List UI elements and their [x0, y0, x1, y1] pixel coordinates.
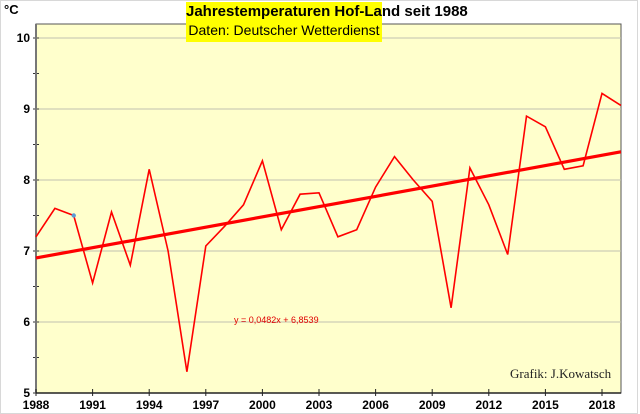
x-tick-label: 2018 [589, 398, 616, 412]
credit-annotation: Grafik: J.Kowatsch [510, 366, 612, 381]
x-tick-label: 2009 [419, 398, 446, 412]
x-tick-label: 2003 [306, 398, 333, 412]
y-tick-label: 10 [17, 31, 31, 45]
chart-subtitle: Daten: Deutscher Wetterdienst [188, 22, 380, 38]
y-tick-label: 5 [23, 386, 30, 400]
x-tick-label: 2012 [475, 398, 502, 412]
x-tick-label: 1988 [23, 398, 50, 412]
x-tick-label: 1997 [192, 398, 219, 412]
y-axis-unit-label: °C [4, 2, 19, 17]
y-tick-label: 9 [23, 102, 30, 116]
highlighted-data-point [71, 213, 76, 218]
plot-area [35, 23, 622, 394]
series-line [35, 92, 622, 372]
chart-title: Jahrestemperaturen Hof-Land seit 1988 [186, 3, 468, 20]
x-tick-label: 1994 [136, 398, 163, 412]
x-tick-label: 1991 [79, 398, 106, 412]
x-tick-label: 2006 [362, 398, 389, 412]
x-tick-label: 2000 [249, 398, 276, 412]
chart-title-box: Jahrestemperaturen Hof-Land seit 1988 Da… [186, 2, 468, 42]
y-tick-label: 6 [23, 315, 30, 329]
trendline [35, 150, 622, 260]
y-tick-label: 8 [23, 173, 30, 187]
trendline-equation: y = 0,0482x + 6,8539 [234, 315, 319, 325]
y-tick-label: 7 [23, 244, 30, 258]
x-tick-label: 2015 [532, 398, 559, 412]
